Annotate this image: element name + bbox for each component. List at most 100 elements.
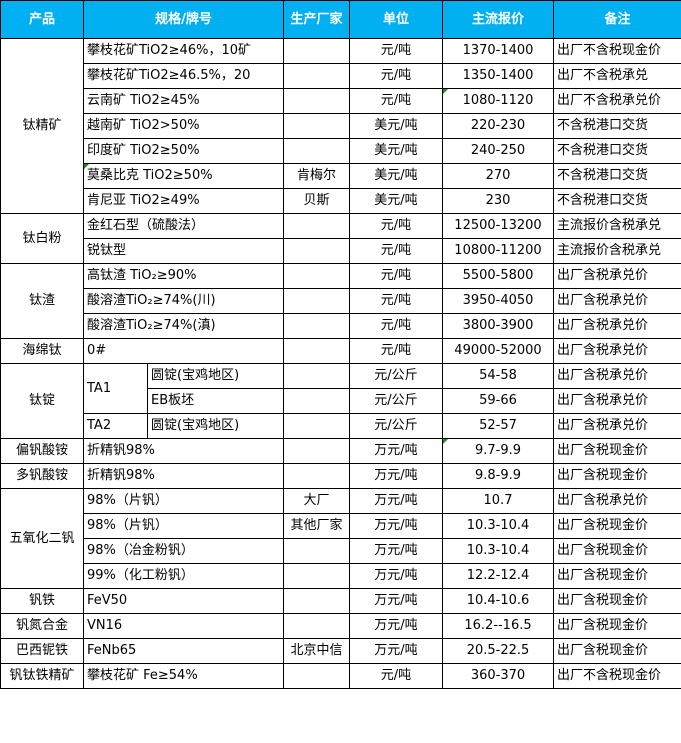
note-cell: 出厂不含税现金价 bbox=[553, 38, 681, 64]
note-cell: 出厂含税现金价 bbox=[553, 463, 681, 489]
note-cell: 出厂含税承兑价 bbox=[553, 313, 681, 339]
table-row: 肯尼亚 TiO2≥49% 贝斯 美元/吨 230 不含税港口交货 bbox=[1, 188, 681, 214]
header-price: 主流报价 bbox=[442, 0, 554, 39]
price-cell: 52-57 bbox=[442, 413, 554, 439]
product-cell: 偏钒酸铵 bbox=[0, 438, 84, 464]
spec-cell: 莫桑比克 TiO2≥50% bbox=[83, 163, 284, 189]
unit-cell: 万元/吨 bbox=[349, 513, 443, 539]
note-cell: 出厂不含税承兑价 bbox=[553, 88, 681, 114]
maker-cell bbox=[283, 413, 350, 439]
maker-cell: 北京中信 bbox=[283, 638, 350, 664]
spec-cell: 圆锭(宝鸡地区) bbox=[147, 413, 284, 439]
note-cell: 出厂含税承兑价 bbox=[553, 488, 681, 514]
table-row: 越南矿 TiO2>50% 美元/吨 220-230 不含税港口交货 bbox=[1, 113, 681, 139]
price-cell: 9.7-9.9 bbox=[442, 438, 554, 464]
maker-cell bbox=[283, 463, 350, 489]
unit-cell: 万元/吨 bbox=[349, 588, 443, 614]
product-cell: 钛精矿 bbox=[0, 38, 84, 214]
unit-cell: 万元/吨 bbox=[349, 563, 443, 589]
table-row: 五氧化二钒 98%（片钒） 大厂 万元/吨 10.7 出厂含税承兑价 bbox=[0, 488, 681, 589]
price-cell: 54-58 bbox=[442, 363, 554, 389]
header-row: 产品 规格/牌号 生产厂家 单位 主流报价 备注 bbox=[0, 0, 681, 39]
header-product: 产品 bbox=[0, 0, 84, 39]
note-cell: 出厂不含税现金价 bbox=[553, 663, 681, 689]
price-cell: 1370-1400 bbox=[442, 38, 554, 64]
price-cell: 270 bbox=[442, 163, 554, 189]
table-row: 钒钛铁精矿 攀枝花矿 Fe≥54% 元/吨 360-370 出厂不含税现金价 bbox=[0, 663, 681, 689]
table-row: 钛白粉 金红石型（硫酸法） 元/吨 12500-13200 主流报价含税承兑 bbox=[0, 213, 681, 264]
spec-cell: 98%（片钒） bbox=[83, 488, 284, 514]
unit-cell: 万元/吨 bbox=[349, 538, 443, 564]
header-maker: 生产厂家 bbox=[283, 0, 350, 39]
product-cell: 钛白粉 bbox=[0, 213, 84, 264]
unit-cell: 元/吨 bbox=[349, 288, 443, 314]
header-note: 备注 bbox=[553, 0, 681, 39]
note-cell: 出厂含税现金价 bbox=[553, 588, 681, 614]
note-cell: 不含税港口交货 bbox=[553, 138, 681, 164]
unit-cell: 元/吨 bbox=[349, 238, 443, 264]
spec-cell: 0# bbox=[83, 338, 284, 364]
table-row: 多钒酸铵 折精钒98% 万元/吨 9.8-9.9 出厂含税现金价 bbox=[0, 463, 681, 489]
product-cell: 钛渣 bbox=[0, 263, 84, 339]
maker-cell bbox=[283, 438, 350, 464]
product-cell: 五氧化二钒 bbox=[0, 488, 84, 589]
maker-cell bbox=[283, 363, 350, 389]
spec-cell: 酸溶渣TiO₂≥74%(川) bbox=[83, 288, 284, 314]
maker-cell: 其他厂家 bbox=[283, 513, 350, 539]
table-row: 98%（冶金粉钒） 万元/吨 10.3-10.4 出厂含税现金价 bbox=[1, 538, 681, 564]
price-cell: 49000-52000 bbox=[442, 338, 554, 364]
maker-cell bbox=[283, 238, 350, 264]
price-cell: 10.4-10.6 bbox=[442, 588, 554, 614]
grade-cell: TA2 bbox=[83, 413, 148, 439]
table-row: 钒氮合金 VN16 万元/吨 16.2--16.5 出厂含税现金价 bbox=[0, 613, 681, 639]
note-cell: 不含税港口交货 bbox=[553, 163, 681, 189]
table-row: 98%（片钒） 其他厂家 万元/吨 10.3-10.4 出厂含税现金价 bbox=[1, 513, 681, 539]
product-cell: 巴西铌铁 bbox=[0, 638, 84, 664]
maker-cell bbox=[283, 313, 350, 339]
product-cell: 钒钛铁精矿 bbox=[0, 663, 84, 689]
unit-cell: 元/吨 bbox=[349, 88, 443, 114]
table-row: 巴西铌铁 FeNb65 北京中信 万元/吨 20.5-22.5 出厂含税现金价 bbox=[0, 638, 681, 664]
unit-cell: 元/吨 bbox=[349, 263, 443, 289]
note-cell: 出厂含税承兑价 bbox=[553, 288, 681, 314]
price-cell: 5500-5800 bbox=[442, 263, 554, 289]
note-cell: 主流报价含税承兑 bbox=[553, 213, 681, 239]
price-cell: 10.3-10.4 bbox=[442, 513, 554, 539]
spec-cell: EB板坯 bbox=[147, 388, 284, 414]
maker-cell bbox=[283, 138, 350, 164]
spec-cell: 攀枝花矿TiO2≥46.5%，20 bbox=[83, 63, 284, 89]
maker-cell: 大厂 bbox=[283, 488, 350, 514]
grade-cell: TA1 bbox=[83, 363, 148, 414]
unit-cell: 元/公斤 bbox=[349, 388, 443, 414]
unit-cell: 元/吨 bbox=[349, 213, 443, 239]
note-cell: 出厂含税承兑价 bbox=[553, 363, 681, 389]
table-row: TA2 圆锭(宝鸡地区) 元/公斤 52-57 出厂含税承兑价 bbox=[1, 413, 681, 439]
spec-cell: 攀枝花矿 Fe≥54% bbox=[83, 663, 284, 689]
spec-cell: 折精钒98% bbox=[83, 438, 284, 464]
price-cell: 10.3-10.4 bbox=[442, 538, 554, 564]
unit-cell: 万元/吨 bbox=[349, 613, 443, 639]
price-cell: 3800-3900 bbox=[442, 313, 554, 339]
price-cell: 20.5-22.5 bbox=[442, 638, 554, 664]
note-cell: 出厂不含税承兑 bbox=[553, 63, 681, 89]
price-cell: 1350-1400 bbox=[442, 63, 554, 89]
table-row: 钛渣 高钛渣 TiO₂≥90% 元/吨 5500-5800 出厂含税承兑价 bbox=[0, 263, 681, 339]
table-row: 锐钛型 元/吨 10800-11200 主流报价含税承兑 bbox=[1, 238, 681, 264]
product-cell: 钒氮合金 bbox=[0, 613, 84, 639]
maker-cell bbox=[283, 288, 350, 314]
price-cell: 9.8-9.9 bbox=[442, 463, 554, 489]
note-cell: 不含税港口交货 bbox=[553, 113, 681, 139]
price-cell: 16.2--16.5 bbox=[442, 613, 554, 639]
price-table: 产品 规格/牌号 生产厂家 单位 主流报价 备注 钛精矿 攀枝花矿TiO2≥46%… bbox=[0, 0, 681, 689]
unit-cell: 美元/吨 bbox=[349, 163, 443, 189]
product-cell: 海绵钛 bbox=[0, 338, 84, 364]
table-row: 偏钒酸铵 折精钒98% 万元/吨 9.7-9.9 出厂含税现金价 bbox=[0, 438, 681, 464]
unit-cell: 元/吨 bbox=[349, 63, 443, 89]
table-row: 酸溶渣TiO₂≥74%(川) 元/吨 3950-4050 出厂含税承兑价 bbox=[1, 288, 681, 314]
maker-cell: 肯梅尔 bbox=[283, 163, 350, 189]
table-row: 印度矿 TiO2≥50% 美元/吨 240-250 不含税港口交货 bbox=[1, 138, 681, 164]
price-cell: 12500-13200 bbox=[442, 213, 554, 239]
note-cell: 出厂含税承兑价 bbox=[553, 338, 681, 364]
table-row: 酸溶渣TiO₂≥74%(滇) 元/吨 3800-3900 出厂含税承兑价 bbox=[1, 313, 681, 339]
unit-cell: 万元/吨 bbox=[349, 438, 443, 464]
